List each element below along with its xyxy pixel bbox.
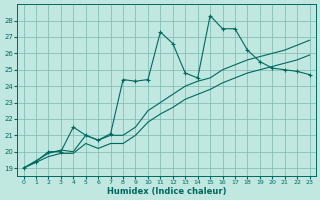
X-axis label: Humidex (Indice chaleur): Humidex (Indice chaleur) xyxy=(107,187,226,196)
